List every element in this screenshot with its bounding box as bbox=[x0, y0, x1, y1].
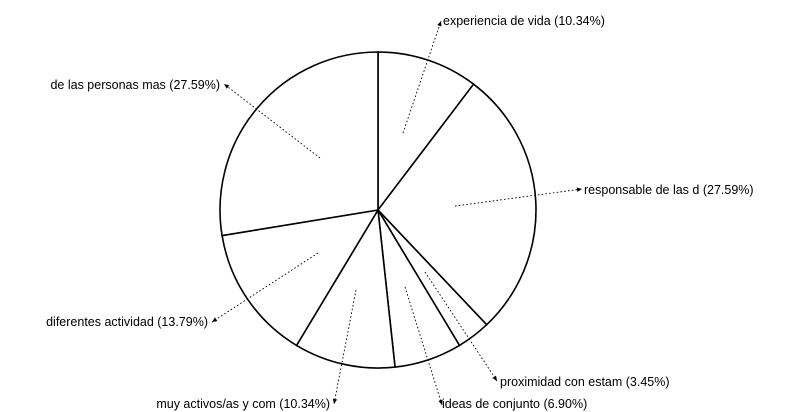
slice-label: diferentes actividad (13.79%) bbox=[46, 315, 208, 329]
slice-label: muy activos/as y com (10.34%) bbox=[156, 397, 330, 411]
leader-line bbox=[454, 188, 583, 207]
pie-slice bbox=[376, 83, 537, 326]
leader-line bbox=[402, 20, 442, 134]
pie-slice bbox=[295, 207, 396, 369]
leader-arrowhead bbox=[576, 187, 582, 192]
pie-slice bbox=[219, 51, 379, 237]
slice-label: experiencia de vida (10.34%) bbox=[443, 14, 605, 28]
slice-label: ideas de conjunto (6.90%) bbox=[442, 397, 587, 411]
leader-arrowhead bbox=[224, 84, 230, 89]
leader-line bbox=[424, 271, 498, 382]
pie-slice bbox=[377, 51, 475, 213]
slice-labels: experiencia de vida (10.34%) responsable … bbox=[46, 14, 753, 411]
leader-arrowhead bbox=[492, 375, 497, 381]
leader-lines bbox=[211, 20, 583, 406]
leader-arrowhead bbox=[438, 399, 443, 405]
leader-arrowhead bbox=[437, 21, 442, 27]
slice-label: proximidad con estam (3.45%) bbox=[500, 375, 670, 389]
leader-line bbox=[223, 83, 321, 159]
slice-label: responsable de las d (27.59%) bbox=[584, 183, 754, 197]
leader-arrowhead bbox=[332, 398, 338, 404]
pie-slices bbox=[219, 51, 537, 369]
slice-label: de las personas mas (27.59%) bbox=[50, 78, 220, 92]
leader-line bbox=[333, 289, 357, 405]
leader-arrowhead bbox=[212, 317, 218, 322]
leader-line bbox=[404, 286, 443, 406]
